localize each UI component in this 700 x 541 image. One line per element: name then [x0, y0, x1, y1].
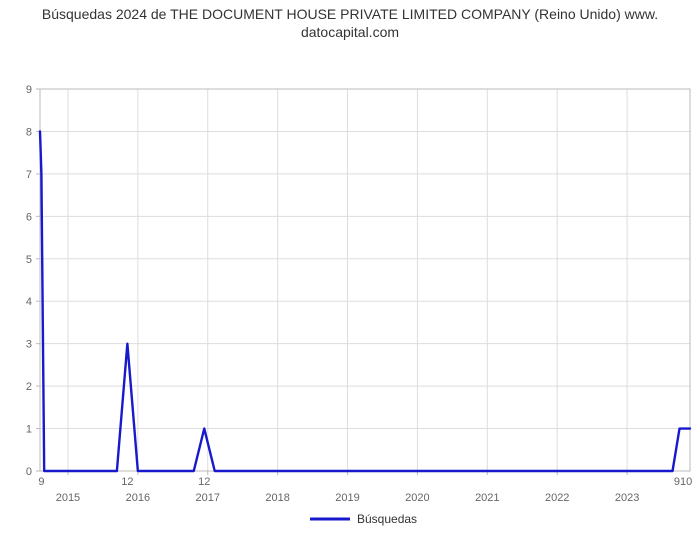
data-annotation: 12	[121, 476, 133, 488]
data-annotation: 910	[674, 476, 692, 488]
x-tick-label: 2023	[615, 492, 639, 504]
x-tick-label: 2015	[56, 492, 80, 504]
chart-title: Búsquedas 2024 de THE DOCUMENT HOUSE PRI…	[0, 0, 700, 41]
legend-label: Búsquedas	[357, 512, 417, 526]
data-annotation: 9	[38, 476, 44, 488]
x-tick-label: 2016	[126, 492, 150, 504]
x-tick-label: 2017	[195, 492, 219, 504]
y-tick-label: 3	[26, 339, 32, 351]
y-tick-label: 1	[26, 424, 32, 436]
chart-container: Búsquedas 2024 de THE DOCUMENT HOUSE PRI…	[0, 0, 700, 500]
y-tick-label: 7	[26, 169, 32, 181]
y-tick-label: 8	[26, 126, 32, 138]
y-tick-label: 6	[26, 211, 32, 223]
data-annotation: 12	[198, 476, 210, 488]
y-tick-label: 0	[26, 466, 32, 478]
title-line-1: Búsquedas 2024 de THE DOCUMENT HOUSE PRI…	[42, 6, 658, 22]
x-tick-label: 2020	[405, 492, 429, 504]
x-tick-label: 2019	[335, 492, 359, 504]
y-tick-label: 5	[26, 254, 32, 266]
x-tick-label: 2018	[265, 492, 289, 504]
line-chart: 0123456789201520162017201820192020202120…	[0, 41, 700, 541]
x-tick-label: 2022	[545, 492, 569, 504]
y-tick-label: 9	[26, 84, 32, 96]
y-tick-label: 4	[26, 296, 32, 308]
title-line-2: datocapital.com	[301, 24, 399, 40]
y-tick-label: 2	[26, 381, 32, 393]
x-tick-label: 2021	[475, 492, 499, 504]
